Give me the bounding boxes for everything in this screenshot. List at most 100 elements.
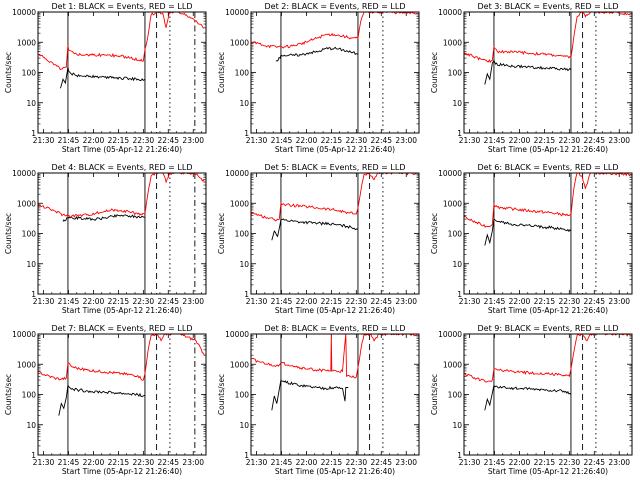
y-axis-label: Counts/sec — [4, 374, 13, 415]
plot-frame — [463, 333, 633, 456]
y-tick-label: 10000 — [225, 169, 249, 178]
x-tick-label: 21:45 — [271, 297, 293, 306]
x-tick-label: 22:00 — [83, 297, 105, 306]
x-tick-label: 22:00 — [296, 458, 318, 467]
x-tick-label: 22:15 — [321, 136, 343, 145]
detector-panel-9: Det 9: BLACK = Events, RED = LLD 1 10 100 10… — [430, 324, 633, 476]
panel-title: Det 6: BLACK = Events, RED = LLD — [478, 163, 619, 172]
x-tick-label: 22:00 — [296, 136, 318, 145]
detector-panel-3: Det 3: BLACK = Events, RED = LLD 1 10 100 10… — [430, 2, 633, 154]
plot-frame — [250, 172, 420, 295]
x-tick-label: 22:30 — [559, 458, 581, 467]
x-tick-label: 22:00 — [83, 136, 105, 145]
series-line-lld — [251, 12, 418, 49]
y-tick-label: 10 — [26, 99, 36, 108]
series-line-events — [484, 59, 572, 85]
y-tick-label: 1000 — [17, 199, 36, 208]
y-tick-label: 1000 — [443, 199, 462, 208]
x-tick-label: 22:15 — [534, 297, 556, 306]
x-tick-label: 23:00 — [182, 136, 204, 145]
y-tick-label: 100 — [448, 391, 463, 400]
y-tick-label: 10 — [452, 421, 462, 430]
plot-frame — [463, 11, 633, 134]
y-tick-label: 100 — [448, 230, 463, 239]
series-line-lld — [38, 334, 205, 381]
x-tick-label: 23:00 — [395, 458, 417, 467]
y-axis-label: Counts/sec — [430, 213, 439, 254]
series-line-lld — [251, 334, 418, 379]
detector-panel-8: Det 8: BLACK = Events, RED = LLD 1 10 100 10… — [217, 324, 420, 476]
x-axis-label: Start Time (05-Apr-12 21:26:40) — [488, 467, 608, 476]
x-tick-label: 22:45 — [370, 136, 392, 145]
y-axis-label: Counts/sec — [430, 52, 439, 93]
panel-title: Det 9: BLACK = Events, RED = LLD — [478, 324, 619, 333]
y-tick-label: 1000 — [17, 360, 36, 369]
y-tick-label: 1000 — [443, 360, 462, 369]
panel-title: Det 1: BLACK = Events, RED = LLD — [52, 2, 193, 11]
x-tick-label: 22:30 — [559, 136, 581, 145]
panel-title: Det 7: BLACK = Events, RED = LLD — [52, 324, 193, 333]
series-line-events — [484, 384, 572, 411]
y-tick-label: 100 — [235, 391, 250, 400]
panel-title: Det 3: BLACK = Events, RED = LLD — [478, 2, 619, 11]
x-tick-label: 21:30 — [246, 458, 268, 467]
detector-panel-5: Det 5: BLACK = Events, RED = LLD 1 10 100 10… — [217, 163, 420, 315]
y-axis-label: Counts/sec — [217, 374, 226, 415]
plot-frame — [37, 11, 207, 134]
series-line-lld — [38, 173, 205, 218]
x-tick-label: 22:15 — [108, 458, 130, 467]
x-tick-label: 22:00 — [509, 297, 531, 306]
panel-title: Det 2: BLACK = Events, RED = LLD — [265, 2, 406, 11]
y-tick-label: 10 — [239, 421, 249, 430]
x-tick-label: 22:30 — [133, 136, 155, 145]
y-tick-label: 1 — [31, 451, 36, 460]
y-tick-label: 100 — [22, 391, 37, 400]
y-tick-label: 1000 — [17, 38, 36, 47]
x-tick-label: 21:30 — [459, 136, 481, 145]
y-tick-label: 1000 — [230, 199, 249, 208]
panel-title: Det 5: BLACK = Events, RED = LLD — [265, 163, 406, 172]
y-axis-label: Counts/sec — [4, 52, 13, 93]
detector-panel-6: Det 6: BLACK = Events, RED = LLD 1 10 100 10… — [430, 163, 633, 315]
x-tick-label: 21:30 — [246, 136, 268, 145]
x-axis-label: Start Time (05-Apr-12 21:26:40) — [275, 467, 395, 476]
x-tick-label: 21:45 — [484, 297, 506, 306]
x-tick-label: 22:15 — [321, 297, 343, 306]
x-tick-label: 21:45 — [58, 136, 80, 145]
x-tick-label: 22:45 — [583, 136, 605, 145]
series-line-events — [275, 46, 359, 62]
detector-panel-2: Det 2: BLACK = Events, RED = LLD 1 10 100 10… — [217, 2, 420, 154]
x-tick-label: 22:30 — [559, 297, 581, 306]
x-tick-label: 21:45 — [484, 458, 506, 467]
x-tick-label: 23:00 — [395, 297, 417, 306]
x-tick-label: 21:45 — [271, 458, 293, 467]
y-axis-label: Counts/sec — [217, 52, 226, 93]
plot-frame — [463, 172, 633, 295]
x-tick-label: 22:30 — [346, 297, 368, 306]
x-tick-label: 21:45 — [271, 136, 293, 145]
y-tick-label: 10 — [239, 260, 249, 269]
y-tick-label: 10000 — [225, 330, 249, 339]
x-tick-label: 22:15 — [534, 458, 556, 467]
x-axis-label: Start Time (05-Apr-12 21:26:40) — [275, 306, 395, 315]
plot-frame — [37, 172, 207, 295]
x-tick-label: 21:45 — [484, 136, 506, 145]
series-line-events — [62, 214, 146, 222]
x-tick-label: 23:00 — [395, 136, 417, 145]
x-tick-label: 22:45 — [157, 136, 179, 145]
y-tick-label: 10000 — [438, 8, 462, 17]
x-tick-label: 22:45 — [370, 297, 392, 306]
y-tick-label: 10 — [26, 260, 36, 269]
x-axis-label: Start Time (05-Apr-12 21:26:40) — [62, 467, 182, 476]
x-tick-label: 21:45 — [58, 297, 80, 306]
y-tick-label: 100 — [448, 69, 463, 78]
x-tick-label: 22:45 — [583, 458, 605, 467]
x-axis-label: Start Time (05-Apr-12 21:26:40) — [488, 306, 608, 315]
series-line-events — [58, 384, 146, 416]
plot-frame — [250, 333, 420, 456]
y-tick-label: 1000 — [230, 38, 249, 47]
y-tick-label: 1 — [244, 451, 249, 460]
y-tick-label: 100 — [235, 69, 250, 78]
